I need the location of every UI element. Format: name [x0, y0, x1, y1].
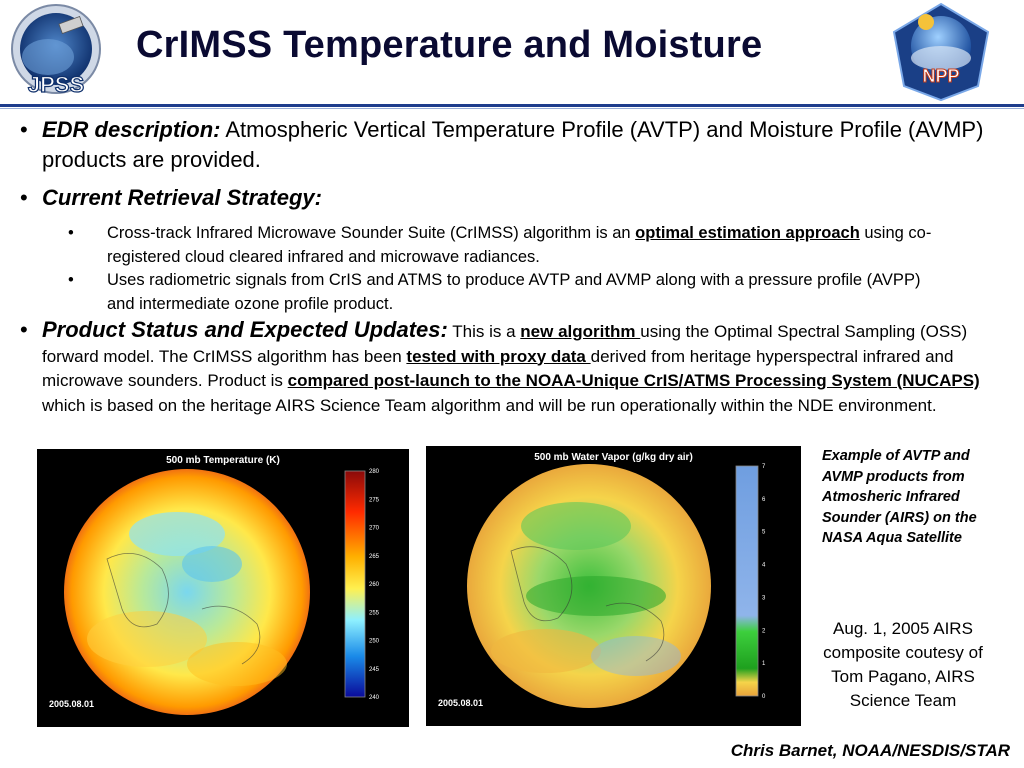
- water-vapor-scale-label: 3: [762, 595, 766, 601]
- sub-bullet-dot: •: [68, 224, 74, 242]
- temperature-scale-label: 260: [369, 582, 380, 588]
- water-vapor-scale-label: 1: [762, 661, 766, 667]
- sub-bullet-crimss-algorithm: • Cross-track Infrared Microwave Sounder…: [68, 221, 938, 269]
- bullet-retrieval-strategy: • Current Retrieval Strategy:: [20, 183, 995, 213]
- npp-wordmark: NPP: [922, 66, 959, 86]
- temperature-scale-label: 250: [369, 639, 380, 645]
- sub2-text: Uses radiometric signals from CrIS and A…: [107, 271, 921, 313]
- bullet-edr-description: • EDR description: Atmospheric Vertical …: [20, 115, 995, 175]
- status-text-2: using the Optimal Spectral Sampling (OSS…: [42, 322, 968, 366]
- status-text-1: This is a: [447, 322, 521, 341]
- temperature-map-date: 2005.08.01: [49, 699, 95, 709]
- image-credit: Aug. 1, 2005 AIRS composite coutesy of T…: [823, 619, 983, 710]
- water-vapor-scale-label: 7: [762, 464, 766, 470]
- title-divider-shadow: [0, 108, 1024, 109]
- figure-caption: Example of AVTP and AVMP products from A…: [822, 448, 977, 546]
- footer-author: Chris Barnet, NOAA/NESDIS/STAR: [730, 741, 1010, 760]
- status-text-3: derived from heritage hyperspectral infr…: [42, 346, 954, 391]
- bullet-product-status: • Product Status and Expected Updates: T…: [20, 317, 1000, 418]
- nucaps-link: compared post-launch to the NOAA-Unique …: [287, 371, 980, 390]
- proxy-data-link: tested with proxy data: [406, 346, 591, 366]
- temperature-scale-label: 240: [369, 695, 380, 701]
- jpss-wordmark: JPSS: [28, 72, 84, 97]
- optimal-estimation-link: optimal estimation approach: [635, 224, 860, 242]
- water-vapor-map-date: 2005.08.01: [438, 698, 484, 708]
- edr-text: Atmospheric Vertical Temperature Profile…: [42, 117, 984, 172]
- water-vapor-scale-label: 2: [762, 628, 766, 634]
- page-title: CrIMSS Temperature and Moisture: [136, 24, 763, 66]
- bullet-dot: •: [20, 117, 28, 142]
- status-text-4: which is based on the heritage AIRS Scie…: [42, 395, 937, 415]
- sub-bullet-radiometric-signals: • Uses radiometric signals from CrIS and…: [68, 268, 938, 316]
- temperature-scale-label: 255: [369, 610, 380, 616]
- temperature-scale-label: 275: [369, 497, 380, 503]
- temperature-scale-label: 245: [369, 667, 380, 673]
- temperature-map-title: 500 mb Temperature (K): [166, 455, 280, 466]
- temperature-map-image: 500 mb Temperature (K): [37, 449, 409, 727]
- water-vapor-scale-label: 4: [762, 563, 766, 569]
- temperature-scale-label: 280: [369, 469, 380, 475]
- status-label: Product Status and Expected Updates: [42, 317, 441, 342]
- water-vapor-map-image: 500 mb Water Vapor (g/kg dry air): [426, 446, 801, 726]
- npp-logo: NPP: [888, 2, 994, 102]
- water-vapor-scale-label: 0: [762, 694, 766, 700]
- temperature-scale-label: 270: [369, 526, 380, 532]
- sub1-text-a: Cross-track Infrared Microwave Sounder S…: [107, 224, 636, 242]
- sub1-text-b: using co-registered cloud cleared infrar…: [107, 224, 932, 266]
- title-divider: [0, 104, 1024, 107]
- jpss-logo: JPSS: [2, 2, 108, 102]
- strategy-label: Current Retrieval Strategy:: [42, 185, 322, 210]
- status-colon: :: [440, 317, 448, 342]
- bullet-dot: •: [20, 185, 28, 210]
- new-algorithm-link: new algorithm: [520, 322, 641, 341]
- temperature-scale-label: 265: [369, 554, 380, 560]
- water-vapor-scale-label: 5: [762, 530, 766, 536]
- water-vapor-scale-label: 6: [762, 497, 766, 503]
- water-vapor-map-title: 500 mb Water Vapor (g/kg dry air): [534, 452, 693, 463]
- bullet-dot: •: [20, 317, 28, 342]
- sub-bullet-dot: •: [68, 271, 74, 289]
- edr-label: EDR description:: [42, 117, 221, 142]
